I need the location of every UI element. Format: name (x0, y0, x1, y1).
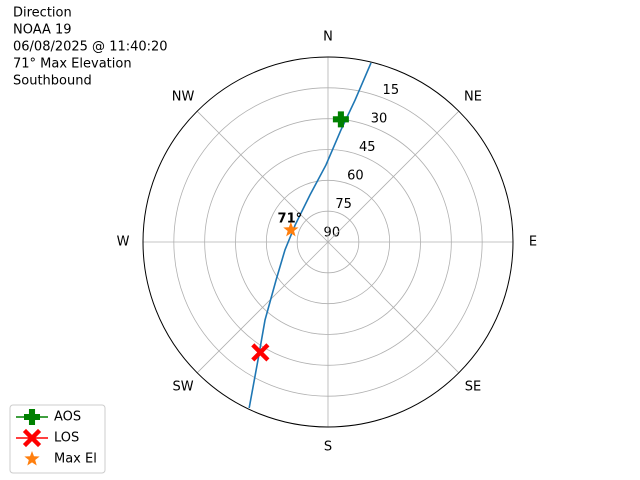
marker-star (24, 451, 40, 466)
title-line: 06/08/2025 @ 11:40:20 (13, 40, 168, 55)
marker-star (283, 221, 299, 237)
annotation: 71° (278, 211, 303, 226)
title-line: Direction (13, 6, 72, 21)
theta-tick-label: SW (172, 379, 193, 394)
legend-label: AOS (54, 410, 81, 425)
marker-x-stroke (22, 428, 42, 448)
marker-x (251, 343, 270, 362)
r-tick-label: 60 (347, 168, 364, 183)
marker-plus (24, 409, 40, 425)
outer-frame (142, 56, 514, 428)
title-line: NOAA 19 (13, 23, 72, 38)
marker-x (22, 428, 42, 448)
legend-label: LOS (54, 431, 79, 446)
r-tick-label: 45 (359, 140, 376, 155)
theta-tick-label: SE (465, 379, 481, 394)
theta-tick-label: S (324, 440, 332, 455)
grid-spoke (196, 241, 329, 374)
theta-tick-label: W (117, 235, 130, 250)
theta-tick-label: NE (464, 90, 482, 105)
marker-x-stroke (251, 343, 270, 362)
grid-spoke (327, 241, 460, 374)
grid-spoke (196, 110, 329, 243)
track-line (248, 62, 372, 409)
theta-tick-label: N (323, 30, 333, 45)
grid-spoke (327, 110, 460, 243)
r-tick-label: 30 (371, 111, 388, 126)
title-line: Southbound (13, 74, 92, 89)
r-tick-label: 15 (383, 83, 400, 98)
r-tick-label: 75 (335, 197, 352, 212)
marker-plus (332, 111, 349, 128)
theta-tick-label: E (529, 235, 537, 250)
legend-label: Max El (54, 452, 97, 467)
theta-tick-label: NW (172, 90, 195, 105)
title-line: 71° Max Elevation (13, 57, 132, 72)
